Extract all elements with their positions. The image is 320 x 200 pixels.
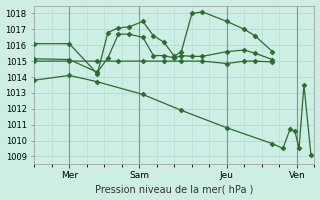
X-axis label: Pression niveau de la mer( hPa ): Pression niveau de la mer( hPa ) bbox=[95, 184, 253, 194]
